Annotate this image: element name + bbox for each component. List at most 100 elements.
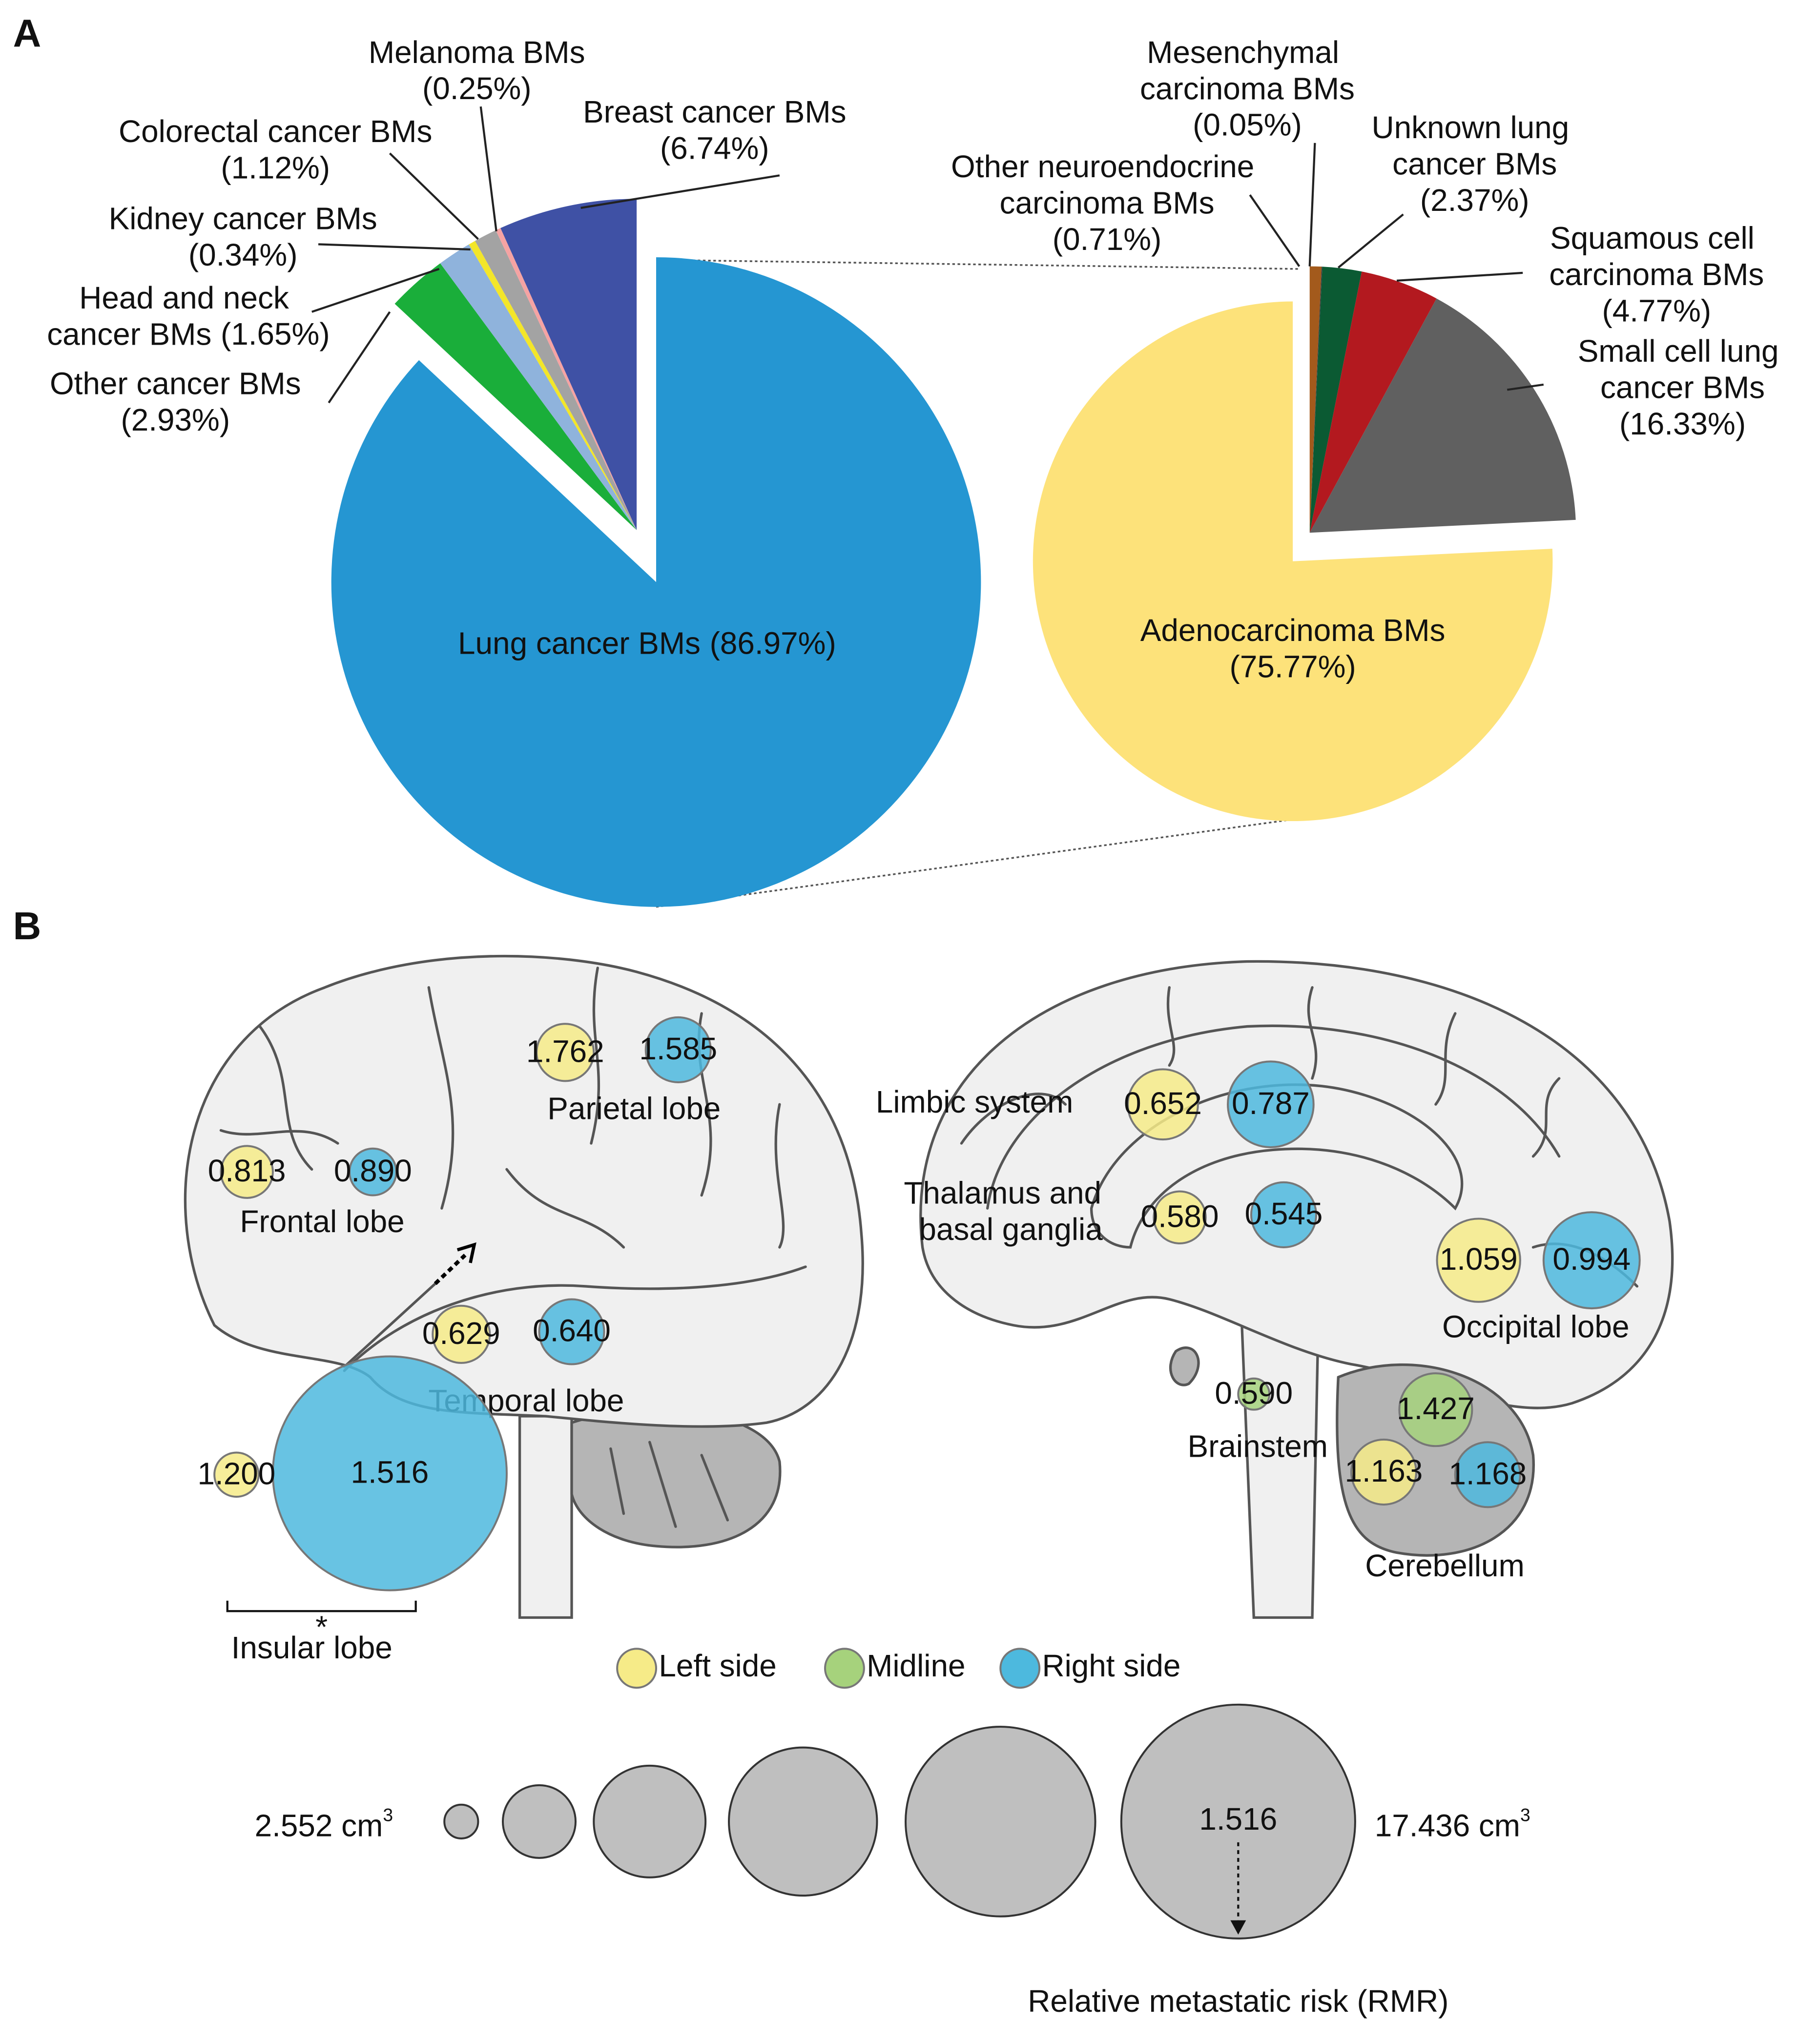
pie-slice (1309, 271, 1437, 533)
rmr-label: 0.652 (1124, 1086, 1202, 1121)
bracket (226, 1600, 417, 1612)
rmr-bubble (644, 1016, 712, 1083)
scale-unit: cm (1470, 1808, 1520, 1843)
rmr-label: 0.545 (1245, 1196, 1323, 1231)
slice-label: Unknown lung cancer BMs (1371, 110, 1577, 182)
leader-line (389, 152, 479, 240)
legend-label: Right side (1042, 1648, 1180, 1683)
rmr-bubble (1436, 1218, 1521, 1303)
legend-label: Left side (659, 1648, 776, 1683)
rmr-label: 0.640 (533, 1313, 611, 1348)
rmr-bubble (1398, 1372, 1473, 1447)
leader-line (479, 106, 497, 232)
slice-value-label: (86.97%) (710, 626, 836, 661)
region-label: Cerebellum (1365, 1548, 1525, 1583)
pie-slice (469, 241, 637, 530)
scale-exponent: 3 (383, 1805, 393, 1825)
zoom-line (656, 259, 1300, 270)
pie-slice (1309, 298, 1576, 533)
significance-note: * (315, 1609, 328, 1644)
region-label: Insular lobe (231, 1630, 393, 1665)
pie-slice (1309, 266, 1322, 533)
scale-unit: cm (332, 1808, 383, 1843)
rmr-label: 0.994 (1552, 1241, 1631, 1277)
size-scale-bubble (501, 1784, 577, 1859)
slice-label: Other cancer BMs (50, 366, 301, 401)
slice-value-label: (0.05%) (1193, 107, 1302, 143)
rmr-label: 0.590 (1215, 1375, 1293, 1410)
slice-label: Lung cancer BMs (458, 626, 701, 661)
leader-line (1507, 383, 1544, 391)
pie-slice (496, 228, 637, 530)
rmr-bubble (1542, 1211, 1641, 1310)
scale-exponent: 3 (1520, 1805, 1530, 1825)
slice-value-label: (16.33%) (1619, 406, 1746, 441)
rmr-label: 0.629 (422, 1316, 500, 1351)
rmr-bubble (348, 1147, 397, 1197)
rmr-bubble (538, 1298, 605, 1365)
slice-label: Mesenchymal carcinoma BMs (1140, 35, 1355, 106)
region-label: Brainstem (1188, 1428, 1328, 1464)
rmr-bubble (1153, 1190, 1207, 1245)
pie-slice (1033, 301, 1553, 822)
slice-value-label: (0.34%) (188, 237, 298, 272)
scale-label: 2.552 cm3 (255, 1805, 393, 1843)
slice-value-label: (1.12%) (221, 150, 330, 186)
rmr-bubble (536, 1023, 595, 1082)
leader-line (1337, 213, 1404, 268)
region-label: Parietal lobe (547, 1091, 721, 1126)
pie-slice (331, 257, 981, 907)
slice-value-label: (0.71%) (1053, 222, 1162, 257)
leader-line (1308, 143, 1316, 267)
slice-value-label: (75.77%) (1230, 649, 1356, 684)
rmr-label: 1.168 (1448, 1456, 1527, 1491)
region-label: Frontal lobe (240, 1204, 404, 1239)
leader-line (318, 243, 471, 251)
slice-label: Other neuroendocrine carcinoma BMs (951, 149, 1263, 221)
legend-label: Midline (867, 1648, 965, 1683)
rmr-label: 1.059 (1440, 1241, 1518, 1277)
slice-value-label: (2.37%) (1420, 183, 1530, 218)
rmr-arrowhead (1230, 1920, 1246, 1935)
leader-line (328, 311, 391, 404)
rmr-bubble (1127, 1068, 1199, 1141)
scale-value: 17.436 (1375, 1808, 1470, 1843)
pie-slice (440, 244, 637, 530)
slice-value-label: (2.93%) (121, 402, 230, 437)
slice-label: Squamous cell carcinoma BMs (1549, 220, 1764, 292)
scale-label: 17.436 cm3 (1375, 1805, 1530, 1843)
slice-value-label: (1.65%) (221, 316, 330, 351)
rmr-label: 1.585 (639, 1031, 717, 1066)
rmr-bubble (432, 1304, 491, 1364)
slice-value-label: (6.74%) (660, 131, 769, 166)
rmr-bubble (1227, 1060, 1315, 1149)
rmr-label: 1.516 (351, 1455, 429, 1490)
rmr-label: 1.427 (1397, 1391, 1475, 1426)
zoom-line (656, 818, 1300, 908)
rmr-label: 0.813 (208, 1153, 286, 1188)
panel-label: A (13, 12, 41, 55)
leader-line (580, 174, 780, 209)
rmr-label: 0.580 (1141, 1198, 1219, 1234)
slice-label: Head and neck cancer BMs (47, 280, 297, 352)
rmr-label: 0.787 (1232, 1086, 1310, 1121)
legend-swatch (999, 1648, 1041, 1689)
rmr-label: 1.200 (197, 1456, 275, 1491)
slice-label: Colorectal cancer BMs (119, 114, 432, 149)
slice-label: Small cell lung cancer BMs (1578, 333, 1787, 405)
pie-slice (394, 263, 637, 530)
slice-label: Kidney cancer BMs (109, 201, 377, 236)
panel-label: B (13, 904, 41, 948)
rmr-bubble (213, 1451, 260, 1498)
rmr-label: 1.163 (1345, 1453, 1423, 1488)
rmr-label: 0.890 (334, 1153, 412, 1188)
pie-slice (1309, 267, 1362, 533)
pie-slice (475, 230, 637, 530)
slice-label: Breast cancer BMs (583, 94, 846, 129)
pie-slice (500, 199, 637, 530)
rmr-label: 1.762 (526, 1033, 604, 1069)
size-scale-bubble (1120, 1703, 1356, 1940)
region-label: Limbic system (876, 1084, 1074, 1119)
legend-swatch (616, 1648, 658, 1689)
